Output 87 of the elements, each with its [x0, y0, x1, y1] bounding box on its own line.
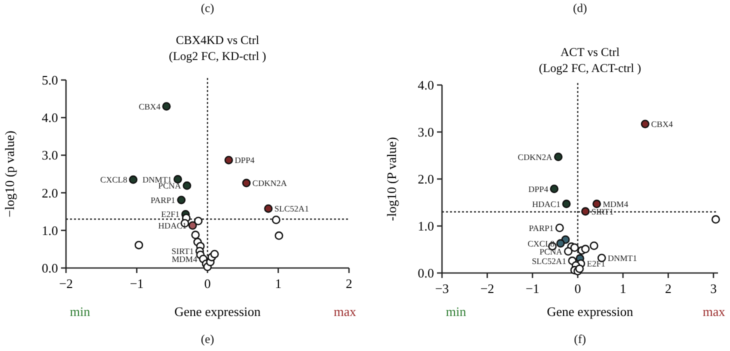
point [590, 241, 598, 250]
annotation: CBX4 [138, 101, 162, 112]
x-tick-label: 2 [346, 276, 352, 291]
y-tick-label: 2.0 [418, 172, 434, 186]
y-tick-label: 2.0 [42, 185, 58, 200]
text: (e) [200, 332, 214, 346]
y-tick-label: 5.0 [42, 72, 58, 88]
annotation: CBX4 [651, 119, 674, 130]
chart-subtitle: (Log2 FC, ACT-ctrl ) [538, 61, 642, 75]
point [177, 196, 186, 204]
annotation: CXCL8 [100, 174, 128, 185]
x-tick-label: −2 [59, 276, 73, 291]
text: (c) [200, 1, 214, 15]
annotation: DPP4 [528, 184, 549, 194]
y-tick-label: 4.0 [42, 110, 58, 126]
text: (d) [573, 1, 587, 15]
annotation: MDM4 [172, 254, 198, 264]
point [188, 221, 197, 230]
annotation: CDKN2A [518, 152, 554, 162]
point [134, 240, 144, 250]
annotation: CDKN2A [252, 178, 288, 188]
point [554, 152, 563, 162]
annotation: E2F1 [161, 209, 180, 220]
text: min [446, 304, 467, 319]
point [640, 120, 650, 128]
point [555, 224, 564, 232]
y-tick-label: 3.0 [418, 124, 434, 140]
point [242, 178, 251, 188]
x-tick-label: 1 [275, 276, 282, 291]
text: max [702, 304, 726, 319]
y-axis-title: -log10 (P value) [384, 137, 399, 221]
point [570, 243, 579, 252]
point [264, 204, 273, 213]
point [711, 215, 720, 224]
x-tick-label: 3 [710, 281, 717, 296]
annotation: HDAC1 [532, 198, 560, 209]
text: max [334, 304, 357, 319]
chart-title: CBX4KD vs Ctrl [176, 33, 260, 47]
x-tick-label: 2 [664, 281, 672, 296]
x-tick-label: 0 [204, 276, 211, 291]
point [550, 184, 558, 194]
point [592, 200, 601, 208]
annotation: SLC52A1 [532, 256, 566, 266]
annotation: PARP1 [150, 194, 176, 205]
y-tick-label: 0.0 [42, 260, 58, 276]
x-tick-label: −3 [435, 281, 449, 296]
chart-subtitle: (Log2 FC, KD-ctrl ) [168, 49, 266, 63]
point [272, 216, 280, 224]
point [191, 230, 200, 240]
annotation: E2F1 [586, 258, 606, 269]
annotation: SLC52A1 [274, 204, 309, 214]
annotation: DNMT1 [608, 252, 637, 263]
x-tick-label: −1 [130, 276, 144, 291]
text: min [70, 304, 91, 319]
text: (f) [574, 332, 586, 346]
y-axis-title: −log10 (p value) [2, 130, 17, 218]
annotation: HDAC1 [158, 220, 187, 231]
y-tick-label: 3.0 [42, 148, 58, 163]
annotation: SIRT1 [172, 246, 194, 256]
y-tick-label: 0.0 [418, 266, 434, 280]
x-tick-label: −1 [526, 281, 540, 296]
point [224, 156, 233, 164]
point [562, 200, 571, 208]
point [128, 175, 138, 184]
point [564, 247, 572, 256]
point [581, 207, 590, 216]
annotation: DPP4 [234, 155, 256, 166]
point [182, 181, 192, 190]
annotation: MDM4 [602, 198, 629, 209]
point [194, 216, 203, 226]
x-tick-label: 0 [574, 281, 581, 296]
y-tick-label: 4.0 [418, 78, 434, 92]
point [556, 239, 565, 248]
annotation: PCNA [540, 246, 564, 256]
x-axis-title: Gene expression [546, 304, 634, 319]
y-tick-label: 1.0 [42, 222, 58, 238]
chart-title: ACT vs Ctrl [560, 45, 620, 59]
y-tick-label: 1.0 [418, 218, 434, 234]
annotation: PARP1 [528, 222, 554, 233]
point [581, 244, 590, 254]
x-axis-title: Gene expression [174, 304, 262, 319]
annotation: CXCL8 [528, 238, 555, 248]
point [274, 231, 284, 240]
point [210, 250, 219, 258]
x-tick-label: 1 [620, 281, 626, 296]
x-tick-label: −2 [480, 281, 494, 296]
point [162, 102, 171, 111]
